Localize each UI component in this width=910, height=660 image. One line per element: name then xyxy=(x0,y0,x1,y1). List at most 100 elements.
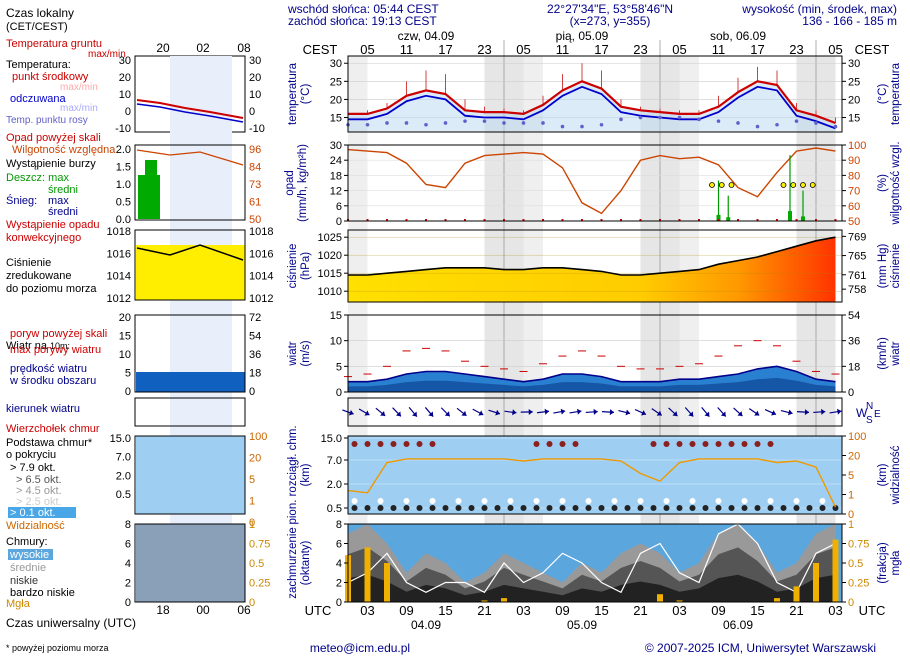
temp-dew-point-11 xyxy=(560,124,565,129)
cloud-top-dot-61 xyxy=(741,441,748,447)
humidity-right-label-0: 50 xyxy=(848,216,860,228)
leg-press-l-3: 1012 xyxy=(107,293,131,305)
leg-wind-l-3: 5 xyxy=(125,368,131,380)
wind-arrow-head xyxy=(412,411,417,417)
utc-hour-10: 15 xyxy=(750,603,764,618)
cloud-base-dot-73 xyxy=(819,505,826,511)
temp-dew-point-3 xyxy=(404,121,409,125)
wind-arrow-head xyxy=(720,411,726,417)
grid-text: (x=273, y=355) xyxy=(570,14,651,28)
precip-left-label-0: 0 xyxy=(336,216,342,228)
temp-left-label-0: 15 xyxy=(330,113,342,125)
wind-left-label-3: 15 xyxy=(330,310,342,322)
wind-arrow-200 xyxy=(472,408,484,416)
cloud-base-dot-75 xyxy=(832,505,839,511)
precip-occur-42 xyxy=(620,219,622,221)
cloud-base-dot-45 xyxy=(637,505,644,511)
cloud-base-dot-41 xyxy=(611,505,618,511)
legend-cloud-base: Podstawa chmur* xyxy=(6,437,93,449)
precip-occur-36 xyxy=(581,219,583,221)
fog-bar-17 xyxy=(676,600,683,602)
legend-cloud-fill xyxy=(136,436,245,514)
press-left-title-line-0: ciśnienie xyxy=(287,244,299,289)
leg-cloud-l-3: 0.5 xyxy=(116,489,131,501)
wind-arrow-425 xyxy=(618,409,631,416)
leg-cover-r-4: 0 xyxy=(249,597,255,609)
vis-right-label-2: 5 xyxy=(848,470,854,482)
cest-hour-6: 17 xyxy=(594,42,608,57)
storm-mark-4 xyxy=(790,182,797,188)
legend-wind-speed2: w środku obszaru xyxy=(9,375,96,387)
pressure-area xyxy=(348,237,836,302)
wind-arrow-500 xyxy=(668,407,678,417)
precip-left-label-1: 6 xyxy=(336,201,342,213)
cloud-base-dot-1 xyxy=(351,505,358,511)
wind-frame xyxy=(347,314,843,393)
storm-mark-1 xyxy=(718,182,725,188)
temp-dew-point-21 xyxy=(755,124,760,129)
cloud-base-dot-21 xyxy=(481,505,488,511)
legend-humidity: Wilgotność względna xyxy=(12,144,116,156)
cover-high-line xyxy=(347,523,836,594)
precip-occur-33 xyxy=(561,219,564,221)
press-frame xyxy=(347,229,843,303)
pressure-line xyxy=(348,236,836,276)
temp-right-label-3: 30 xyxy=(848,58,860,70)
bottom-time-axis: 03 09 15 21 03 09 15 21 03 09 15 21 03 04.09 05.09 06.0… xyxy=(360,603,842,632)
cloud-top-dot-59 xyxy=(728,441,735,447)
coords-text: 22°27'34"E, 53°58'46"N xyxy=(547,2,673,16)
wdir-n: N xyxy=(866,401,873,412)
utc-hour-3: 21 xyxy=(477,603,491,618)
legend-occur2: konwekcyjnego xyxy=(6,232,81,244)
cloud-base-dot-5 xyxy=(377,505,384,511)
footer-email[interactable]: meteo@icm.edu.pl xyxy=(310,641,410,655)
fog-bar-7 xyxy=(481,600,488,602)
leg-temp-l-2: 10 xyxy=(119,89,131,101)
utc-hour-4: 03 xyxy=(516,603,530,618)
fog-right-label-2: 0.5 xyxy=(848,558,863,570)
cloud-white-dot-45 xyxy=(637,498,644,504)
press-right-label-3: 769 xyxy=(848,231,866,243)
cloud-base-dot-57 xyxy=(715,505,722,511)
press-right-title-line-1: ciśnienie xyxy=(890,244,902,289)
cover-left-title-line-0: zachmurzenie xyxy=(287,527,299,599)
cloud-left-label-1: 2.0 xyxy=(327,479,342,491)
humidity-right-label-2: 70 xyxy=(848,186,860,198)
leg-wind-l-2: 10 xyxy=(119,349,131,361)
wind-arrow-375 xyxy=(585,408,598,415)
wind-arrow-head xyxy=(478,410,484,416)
legend-wind-gust-max: max porywy wiatru xyxy=(10,344,101,356)
precip-left-title: opad (mm/h, kg/m²h) xyxy=(284,144,309,222)
cloud-base-dot-3 xyxy=(364,505,371,511)
cloud-base-dot-23 xyxy=(494,505,501,511)
wind-arrow-head xyxy=(821,408,826,415)
cloud-base-dot-43 xyxy=(624,505,631,511)
temp-dew-point-20 xyxy=(736,121,740,125)
leg-wind-l-1: 15 xyxy=(119,331,131,343)
utc-hour-9: 09 xyxy=(711,603,725,618)
wdir-s: S xyxy=(866,415,873,426)
precip-left-label-5: 30 xyxy=(330,140,342,152)
cloud-top-dot-63 xyxy=(754,441,761,447)
leg-press-r-0: 1018 xyxy=(249,226,273,238)
legend-cloud-b5-bg xyxy=(8,507,76,518)
wind-arrow-head xyxy=(787,409,793,416)
wdir-w: W xyxy=(856,406,868,420)
utc-hour-7: 21 xyxy=(633,603,647,618)
legend-snow-mid: średni xyxy=(48,206,78,218)
leg-temp-l-4: -10 xyxy=(115,123,131,135)
precip-occur-15 xyxy=(444,219,447,221)
cloud-base-dot-19 xyxy=(468,505,475,511)
temp-left-title: temperatura (°C) xyxy=(287,62,312,125)
leg-cloud-r-0: 100 xyxy=(249,431,267,443)
cloud-base-dot-67 xyxy=(780,505,787,511)
leg-precip-l-0: 2.0 xyxy=(116,144,131,156)
temp-right-label-0: 15 xyxy=(848,113,860,125)
precip-occur-57 xyxy=(717,219,720,221)
leg-cover-r-0: 1 xyxy=(249,519,255,531)
leg-wind-l-4: 0 xyxy=(125,386,131,398)
night-bands xyxy=(348,56,836,602)
legend-utc-tick-18: 18 xyxy=(156,603,170,617)
fog-bar-24 xyxy=(813,563,819,602)
cloud-left-label-0: 0.5 xyxy=(327,503,342,515)
